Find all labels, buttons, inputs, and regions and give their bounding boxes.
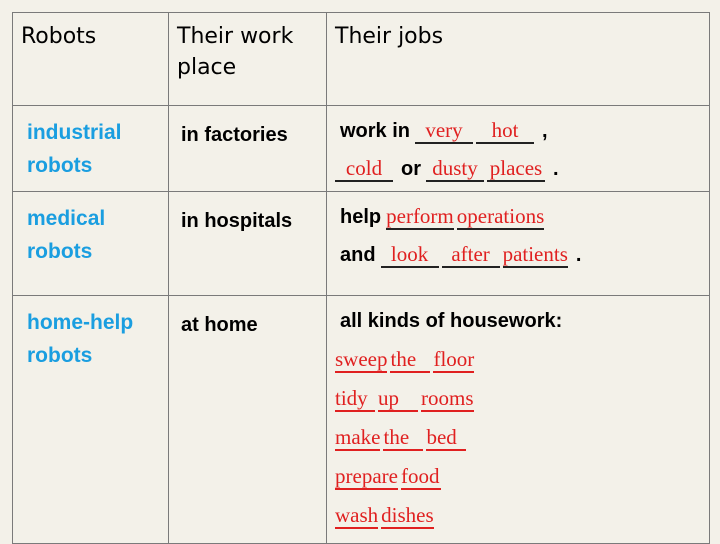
header-cell: Robots — [12, 12, 169, 106]
filled-blank: dusty — [426, 156, 484, 182]
job-text: , — [542, 120, 548, 142]
header-cell: Their work place — [168, 12, 327, 106]
robot-name: industrial robots — [12, 105, 169, 192]
table-row: medical robots in hospitals help perform ope… — [12, 191, 710, 296]
filled-blank: hot — [476, 118, 535, 144]
jobs-cell: work in very hot, cold or dusty places. — [326, 105, 710, 192]
job-text: . — [575, 244, 582, 266]
filled-blank: look — [380, 242, 439, 268]
filled-blank: up — [378, 386, 418, 412]
robots-table: Robots Their work place Their jobs indus… — [12, 12, 710, 544]
job-text: work in — [340, 120, 411, 142]
filled-blank: after — [441, 242, 500, 268]
work-place: at home — [168, 295, 327, 544]
header-row: Robots Their work place Their jobs — [12, 12, 710, 106]
filled-blank: bed — [426, 425, 467, 451]
filled-blank: patients — [502, 242, 568, 268]
filled-blank: dishes — [381, 503, 434, 529]
table-row: home-help robots at home all kinds of hous… — [12, 295, 710, 544]
job-line: all kinds of housework: — [335, 302, 703, 341]
filled-blank: wash — [335, 503, 379, 529]
job-line: tidy up rooms — [335, 380, 703, 419]
job-line: wash dishes — [335, 497, 703, 536]
filled-blank: rooms — [421, 386, 474, 412]
filled-blank: the — [383, 425, 424, 451]
filled-blank: sweep — [335, 347, 388, 373]
robot-name: medical robots — [12, 191, 169, 296]
filled-blank: food — [400, 464, 441, 490]
filled-blank: perform — [386, 204, 454, 230]
job-text: and — [340, 244, 376, 266]
filled-blank: prepare — [335, 464, 398, 490]
job-text: all kinds of housework: — [340, 310, 563, 332]
job-text: or — [401, 158, 421, 180]
work-place: in factories — [168, 105, 327, 192]
filled-blank: the — [390, 347, 431, 373]
filled-blank: very — [415, 118, 474, 144]
jobs-cell: all kinds of housework: sweep the floor tidy… — [326, 295, 710, 544]
table-row: industrial robots in factories work in very… — [12, 105, 710, 192]
job-line: prepare food — [335, 458, 703, 497]
filled-blank: floor — [433, 347, 475, 373]
filled-blank: cold — [335, 156, 393, 182]
jobs-cell: help perform operations and look after patient… — [326, 191, 710, 296]
robot-name: home-help robots — [12, 295, 169, 544]
job-line: make the bed — [335, 419, 703, 458]
job-text: help — [340, 206, 382, 228]
job-line: help perform operations — [335, 198, 703, 236]
job-line: and look after patients. — [335, 236, 703, 274]
header-cell: Their jobs — [326, 12, 710, 106]
filled-blank: tidy — [335, 386, 375, 412]
job-line: sweep the floor — [335, 341, 703, 380]
work-place: in hospitals — [168, 191, 327, 296]
job-line: cold or dusty places. — [335, 150, 703, 188]
filled-blank: operations — [456, 204, 545, 230]
filled-blank: places — [487, 156, 545, 182]
filled-blank: make — [335, 425, 381, 451]
job-line: work in very hot, — [335, 112, 703, 150]
job-text: . — [553, 158, 559, 180]
